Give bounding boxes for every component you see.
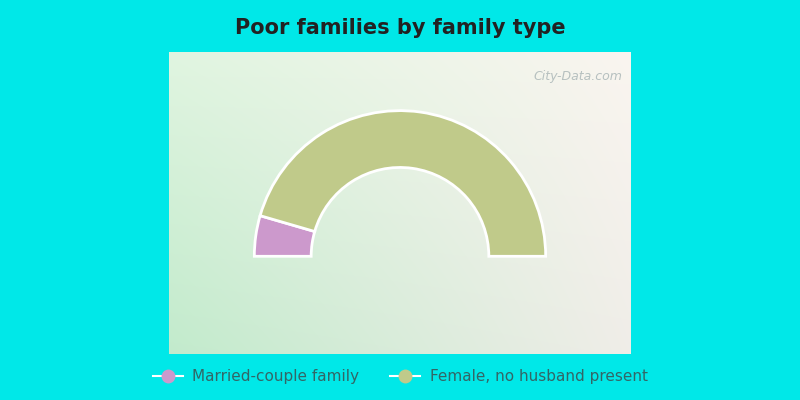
Text: City-Data.com: City-Data.com bbox=[533, 70, 622, 83]
Legend: Married-couple family, Female, no husband present: Married-couple family, Female, no husban… bbox=[153, 370, 647, 384]
Text: Poor families by family type: Poor families by family type bbox=[234, 18, 566, 38]
Wedge shape bbox=[260, 111, 546, 256]
Wedge shape bbox=[254, 216, 314, 256]
